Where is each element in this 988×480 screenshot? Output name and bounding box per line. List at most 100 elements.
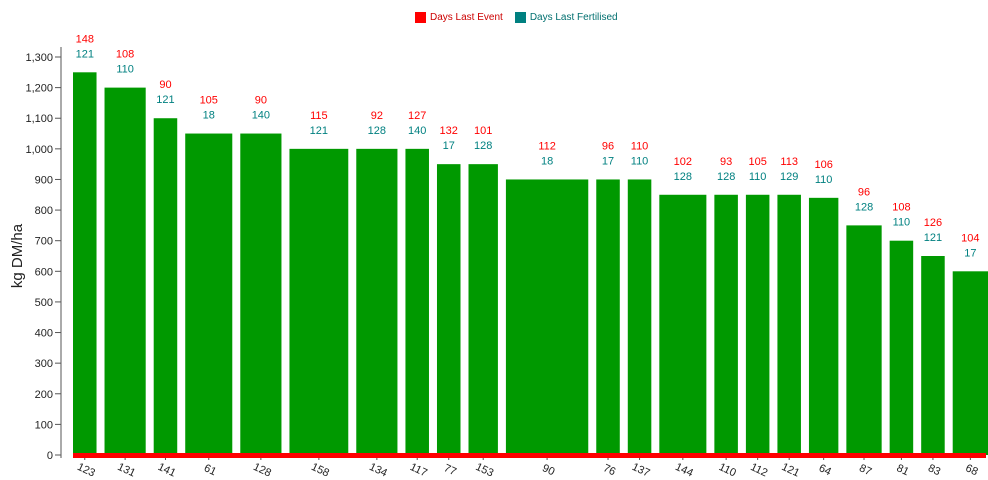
x-tick-label: 81 [895, 462, 911, 478]
y-tick-label: 200 [35, 389, 53, 401]
y-tick-label: 1,100 [25, 113, 53, 125]
y-tick-label: 700 [35, 236, 53, 248]
bar [436, 164, 461, 455]
x-tick-label: 76 [601, 462, 617, 478]
data-label-days-last-fertilised: 128 [674, 171, 692, 183]
data-label-days-last-event: 108 [892, 202, 910, 214]
data-label-days-last-fertilised: 110 [893, 217, 911, 229]
x-tick-label: 117 [408, 461, 429, 479]
bar [627, 179, 652, 455]
data-label-days-last-event: 96 [858, 186, 870, 198]
data-label-days-last-event: 110 [631, 140, 649, 152]
data-label-days-last-fertilised: 18 [203, 110, 215, 122]
legend-item-days-last-event[interactable]: Days Last Event [415, 12, 503, 23]
y-tick-label: 800 [35, 205, 53, 217]
data-label-days-last-event: 112 [538, 140, 556, 152]
data-label-days-last-event: 115 [310, 110, 328, 122]
x-axis-baseline [73, 453, 986, 458]
data-label-days-last-event: 127 [408, 110, 426, 122]
data-label-days-last-fertilised: 17 [443, 140, 455, 152]
data-label-days-last-event: 126 [924, 217, 942, 229]
y-axis: 0 100 200 300 400 500 600 700 800 900 1,000 1,100 1,… [25, 47, 62, 462]
x-tick-label: 110 [717, 461, 738, 479]
data-label-days-last-event: 90 [255, 95, 267, 107]
y-tick-label: 1,300 [25, 52, 53, 64]
data-labels: 148 121 108 110 90 121 105 18 90 140 115 121 92 128 12… [76, 33, 980, 259]
y-tick-label: 0 [47, 450, 53, 462]
bar [777, 194, 801, 455]
bar [659, 194, 707, 455]
data-label-days-last-fertilised: 121 [924, 232, 942, 244]
x-tick-label: 137 [630, 461, 652, 480]
bar [714, 194, 738, 455]
x-axis: 123 131 141 61 128 158 134 117 77 153 90 76 137 144 11… [73, 453, 986, 480]
x-tick-label: 144 [673, 461, 695, 480]
data-label-days-last-event: 113 [780, 156, 798, 168]
data-label-days-last-fertilised: 110 [116, 64, 134, 76]
data-label-days-last-event: 104 [961, 232, 979, 244]
data-label-days-last-fertilised: 128 [368, 125, 386, 137]
data-label-days-last-event: 108 [116, 49, 134, 61]
data-label-days-last-fertilised: 17 [602, 155, 614, 167]
data-label-days-last-fertilised: 128 [474, 140, 492, 152]
data-label-days-last-fertilised: 17 [964, 247, 976, 259]
data-label-days-last-fertilised: 129 [780, 171, 798, 183]
x-tick-label: 64 [817, 462, 833, 478]
x-tick-label: 77 [442, 462, 458, 478]
bar [289, 148, 349, 455]
bar [505, 179, 589, 455]
x-tick-label: 121 [780, 461, 802, 480]
data-label-days-last-event: 132 [440, 125, 458, 137]
data-label-days-last-event: 92 [371, 110, 383, 122]
bar [185, 133, 233, 456]
legend-swatch-fertilised [514, 12, 526, 23]
data-label-days-last-event: 93 [720, 156, 732, 168]
bar [808, 197, 839, 456]
legend-item-days-last-fertilised[interactable]: Days Last Fertilised [514, 12, 618, 23]
bar [596, 179, 620, 455]
legend-swatch-event [415, 12, 426, 23]
bar [745, 194, 770, 455]
x-tick-label: 128 [251, 461, 273, 480]
data-label-days-last-fertilised: 110 [631, 155, 649, 167]
bar [104, 87, 146, 455]
data-label-days-last-event: 106 [814, 159, 832, 171]
bar [952, 271, 988, 455]
data-label-days-last-event: 102 [674, 156, 692, 168]
data-label-days-last-event: 90 [159, 79, 171, 91]
y-tick-label: 100 [35, 419, 53, 431]
x-tick-label: 153 [474, 461, 496, 480]
data-label-days-last-fertilised: 128 [717, 171, 735, 183]
bar [405, 148, 429, 455]
x-tick-label: 131 [116, 461, 138, 480]
bars [73, 72, 988, 456]
x-tick-label: 90 [540, 462, 556, 478]
bar [889, 240, 914, 455]
x-tick-label: 158 [309, 461, 331, 480]
data-label-days-last-fertilised: 121 [310, 125, 328, 137]
x-tick-label: 112 [748, 461, 769, 479]
legend-label-event: Days Last Event [430, 12, 503, 23]
data-label-days-last-event: 96 [602, 140, 614, 152]
bar [846, 225, 882, 455]
legend-label-fertilised: Days Last Fertilised [529, 12, 618, 23]
bar [468, 164, 498, 455]
data-label-days-last-fertilised: 18 [541, 155, 553, 167]
y-tick-label: 300 [35, 358, 53, 370]
data-label-days-last-event: 105 [200, 95, 218, 107]
x-tick-label: 141 [156, 461, 178, 480]
x-tick-label: 83 [926, 462, 942, 478]
bar [356, 148, 398, 455]
y-tick-label: 1,000 [25, 144, 53, 156]
data-label-days-last-fertilised: 121 [156, 94, 174, 106]
x-tick-label: 123 [75, 461, 97, 480]
y-axis-label: kg DM/ha [9, 223, 26, 288]
y-tick-label: 400 [35, 328, 53, 340]
x-tick-label: 68 [964, 462, 980, 478]
y-tick-label: 500 [35, 297, 53, 309]
data-label-days-last-fertilised: 110 [815, 174, 833, 186]
data-label-days-last-event: 105 [748, 156, 766, 168]
data-label-days-last-fertilised: 140 [252, 110, 270, 122]
bar [73, 72, 97, 456]
